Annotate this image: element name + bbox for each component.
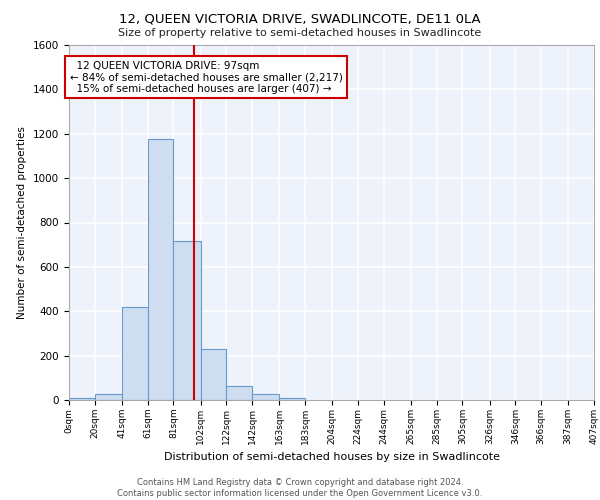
Bar [226, 386, 252, 400]
Text: 12 QUEEN VICTORIA DRIVE: 97sqm
← 84% of semi-detached houses are smaller (2,217): 12 QUEEN VICTORIA DRIVE: 97sqm ← 84% of … [70, 60, 343, 94]
Bar [95, 394, 122, 400]
Text: 12, QUEEN VICTORIA DRIVE, SWADLINCOTE, DE11 0LA: 12, QUEEN VICTORIA DRIVE, SWADLINCOTE, D… [119, 12, 481, 26]
Bar [69, 398, 95, 400]
Bar [252, 394, 279, 400]
X-axis label: Distribution of semi-detached houses by size in Swadlincote: Distribution of semi-detached houses by … [163, 452, 499, 462]
Bar [173, 242, 200, 400]
Bar [200, 349, 226, 400]
Text: Contains HM Land Registry data © Crown copyright and database right 2024.
Contai: Contains HM Land Registry data © Crown c… [118, 478, 482, 498]
Y-axis label: Number of semi-detached properties: Number of semi-detached properties [17, 126, 28, 319]
Bar [122, 307, 148, 400]
Bar [148, 140, 173, 400]
Text: Size of property relative to semi-detached houses in Swadlincote: Size of property relative to semi-detach… [118, 28, 482, 38]
Bar [279, 398, 305, 400]
